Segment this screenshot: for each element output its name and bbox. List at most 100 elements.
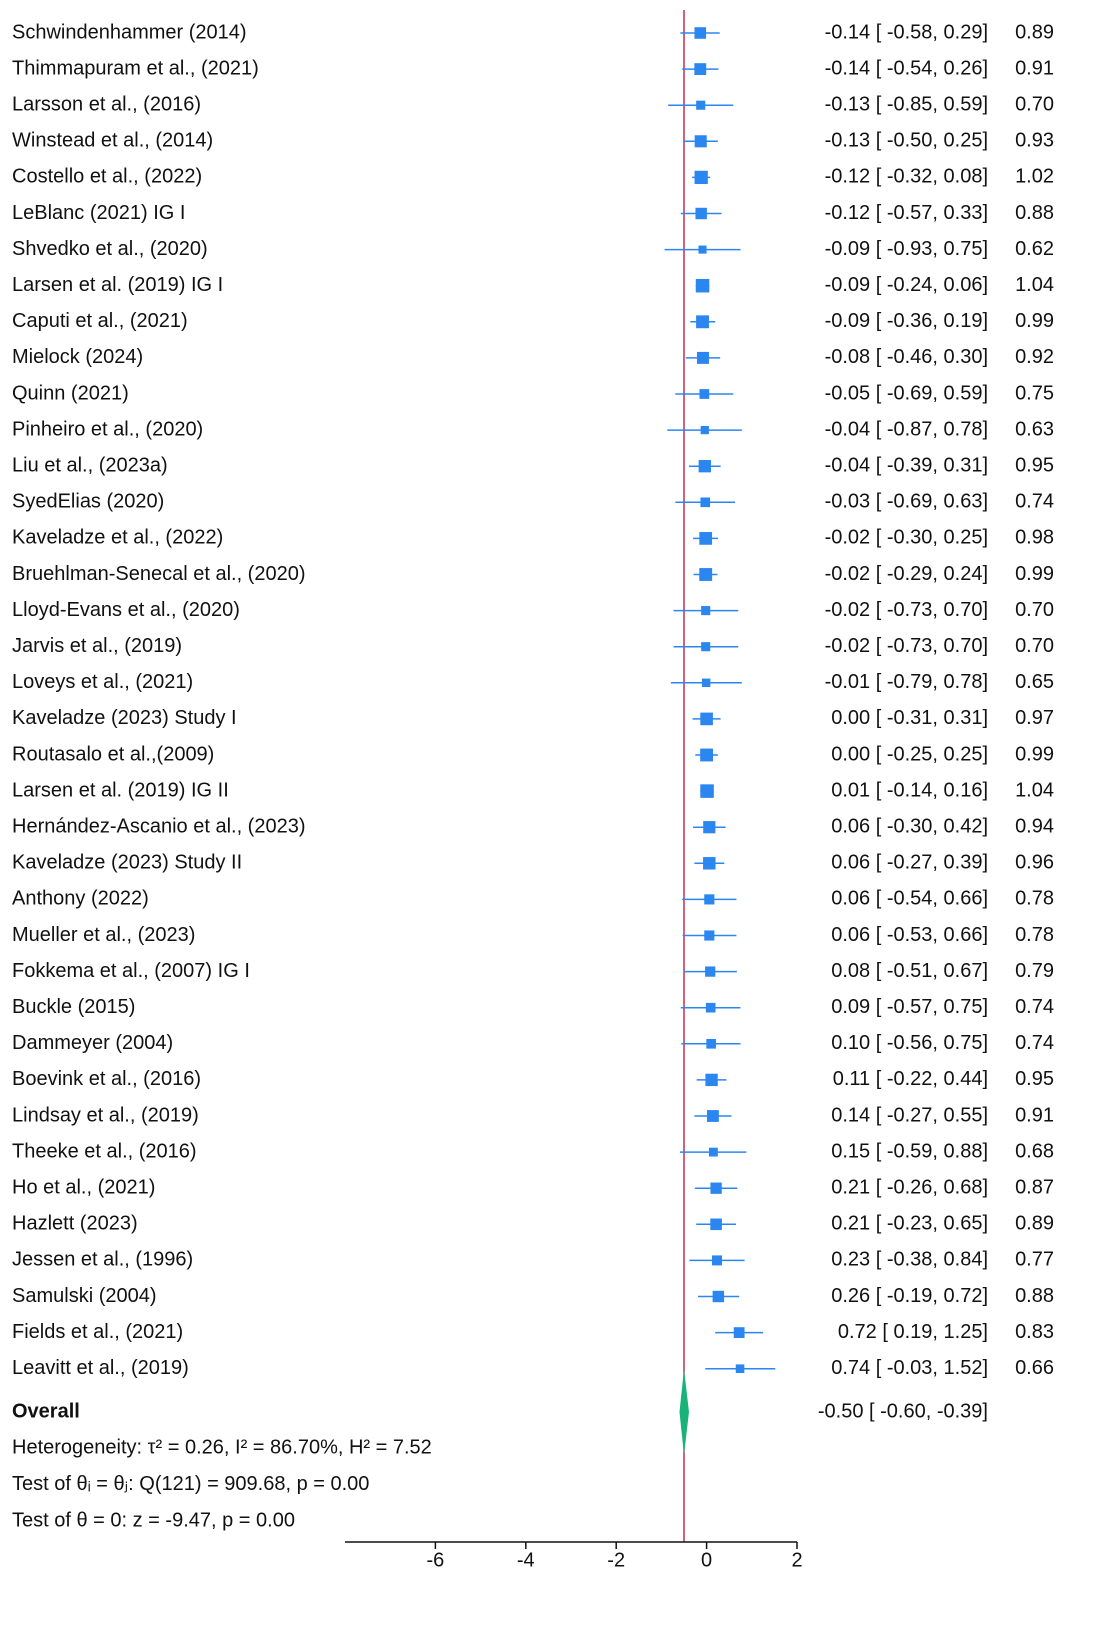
effect-marker xyxy=(733,1327,745,1338)
ci-label: -0.03 [ -0.69, 0.63] xyxy=(825,491,988,513)
effect-marker xyxy=(704,930,715,941)
weight-label: 0.99 xyxy=(1015,563,1054,585)
study-name: Mielock (2024) xyxy=(12,346,143,368)
weight-label: 0.62 xyxy=(1015,238,1054,260)
effect-marker xyxy=(708,1147,718,1157)
study-name: Hazlett (2023) xyxy=(12,1213,138,1235)
weight-label: 0.70 xyxy=(1015,93,1054,115)
ci-label: 0.15 [ -0.59, 0.88] xyxy=(831,1140,988,1162)
weight-label: 0.83 xyxy=(1015,1321,1054,1343)
study-name: Bruehlman-Senecal et al., (2020) xyxy=(12,563,306,585)
weight-label: 0.74 xyxy=(1015,996,1054,1018)
ci-label: -0.08 [ -0.46, 0.30] xyxy=(825,346,988,368)
study-name: Quinn (2021) xyxy=(12,382,129,404)
weight-label: 0.63 xyxy=(1015,418,1054,440)
ci-label: -0.02 [ -0.73, 0.70] xyxy=(825,635,988,657)
weight-label: 0.70 xyxy=(1015,599,1054,621)
weight-label: 0.94 xyxy=(1015,815,1054,837)
effect-marker xyxy=(694,63,707,76)
study-name: Kaveladze et al., (2022) xyxy=(12,527,223,549)
ci-label: 0.01 [ -0.14, 0.16] xyxy=(831,779,988,801)
effect-marker xyxy=(695,207,707,220)
weight-label: 0.99 xyxy=(1015,743,1054,765)
weight-label: 0.88 xyxy=(1015,1285,1054,1307)
effect-marker xyxy=(710,1218,722,1231)
study-name: SyedElias (2020) xyxy=(12,491,164,513)
weight-label: 0.75 xyxy=(1015,382,1054,404)
weight-label: 0.66 xyxy=(1015,1357,1054,1379)
note: Test of θᵢ = θⱼ: Q(121) = 909.68, p = 0.… xyxy=(12,1473,369,1495)
ci-label: -0.13 [ -0.50, 0.25] xyxy=(825,130,988,152)
ci-label: -0.04 [ -0.39, 0.31] xyxy=(825,454,988,476)
ci-label: -0.13 [ -0.85, 0.59] xyxy=(825,93,988,115)
weight-label: 0.95 xyxy=(1015,454,1054,476)
weight-label: 0.97 xyxy=(1015,707,1054,729)
study-name: Liu et al., (2023a) xyxy=(12,454,168,476)
ci-label: -0.02 [ -0.73, 0.70] xyxy=(825,599,988,621)
study-name: Caputi et al., (2021) xyxy=(12,310,188,332)
ci-label: 0.14 [ -0.27, 0.55] xyxy=(831,1104,988,1126)
effect-marker xyxy=(706,1038,716,1049)
study-name: Lindsay et al., (2019) xyxy=(12,1104,199,1126)
effect-marker xyxy=(704,894,715,905)
ci-label: -0.12 [ -0.57, 0.33] xyxy=(825,202,988,224)
ci-label: 0.10 [ -0.56, 0.75] xyxy=(831,1032,988,1054)
study-name: Fields et al., (2021) xyxy=(12,1321,183,1343)
overall-label: -0.50 [ -0.60, -0.39] xyxy=(818,1400,988,1422)
study-name: Thimmapuram et al., (2021) xyxy=(12,57,259,79)
study-name: Jessen et al., (1996) xyxy=(12,1249,193,1271)
weight-label: 0.93 xyxy=(1015,130,1054,152)
effect-marker xyxy=(710,1182,722,1194)
effect-marker xyxy=(698,245,707,254)
study-name: Larsen et al. (2019) IG II xyxy=(12,779,229,801)
weight-label: 0.99 xyxy=(1015,310,1054,332)
effect-marker xyxy=(700,784,714,798)
effect-marker xyxy=(698,460,711,473)
effect-marker xyxy=(707,1110,719,1122)
effect-marker xyxy=(694,27,707,39)
ci-label: -0.14 [ -0.54, 0.26] xyxy=(825,57,988,79)
effect-marker xyxy=(701,606,711,616)
weight-label: 0.65 xyxy=(1015,671,1054,693)
weight-label: 0.74 xyxy=(1015,491,1054,513)
weight-label: 0.87 xyxy=(1015,1176,1054,1198)
effect-marker xyxy=(699,532,713,545)
study-name: Larsson et al., (2016) xyxy=(12,93,201,115)
weight-label: 0.78 xyxy=(1015,924,1054,946)
weight-label: 0.78 xyxy=(1015,888,1054,910)
effect-marker xyxy=(696,100,706,110)
effect-marker xyxy=(696,315,709,329)
study-name: Pinheiro et al., (2020) xyxy=(12,418,203,440)
ci-label: 0.08 [ -0.51, 0.67] xyxy=(831,960,988,982)
ci-label: -0.02 [ -0.29, 0.24] xyxy=(825,563,988,585)
effect-marker xyxy=(701,642,711,652)
weight-label: 0.98 xyxy=(1015,527,1054,549)
ci-label: 0.74 [ -0.03, 1.52] xyxy=(831,1357,988,1379)
ci-label: 0.06 [ -0.27, 0.39] xyxy=(831,852,988,874)
x-tick-label: -4 xyxy=(517,1549,535,1571)
study-name: Mueller et al., (2023) xyxy=(12,924,195,946)
ci-label: 0.00 [ -0.31, 0.31] xyxy=(831,707,988,729)
ci-label: 0.06 [ -0.30, 0.42] xyxy=(831,815,988,837)
ci-label: -0.14 [ -0.58, 0.29] xyxy=(825,21,988,43)
ci-label: 0.21 [ -0.26, 0.68] xyxy=(831,1176,988,1198)
weight-label: 0.68 xyxy=(1015,1140,1054,1162)
study-name: Fokkema et al., (2007) IG I xyxy=(12,960,250,982)
effect-marker xyxy=(711,1255,723,1266)
effect-marker xyxy=(735,1364,745,1373)
effect-marker xyxy=(697,351,709,364)
effect-marker xyxy=(700,497,711,508)
ci-label: 0.09 [ -0.57, 0.75] xyxy=(831,996,988,1018)
ci-label: -0.09 [ -0.24, 0.06] xyxy=(825,274,988,296)
study-name: Lloyd-Evans et al., (2020) xyxy=(12,599,240,621)
ci-label: 0.23 [ -0.38, 0.84] xyxy=(831,1249,988,1271)
study-name: Larsen et al. (2019) IG I xyxy=(12,274,223,296)
effect-marker xyxy=(712,1290,725,1303)
weight-label: 0.91 xyxy=(1015,1104,1054,1126)
weight-label: 0.92 xyxy=(1015,346,1054,368)
effect-marker xyxy=(700,748,714,762)
x-tick-label: -6 xyxy=(427,1549,445,1571)
weight-label: 0.79 xyxy=(1015,960,1054,982)
study-name: Leavitt et al., (2019) xyxy=(12,1357,189,1379)
